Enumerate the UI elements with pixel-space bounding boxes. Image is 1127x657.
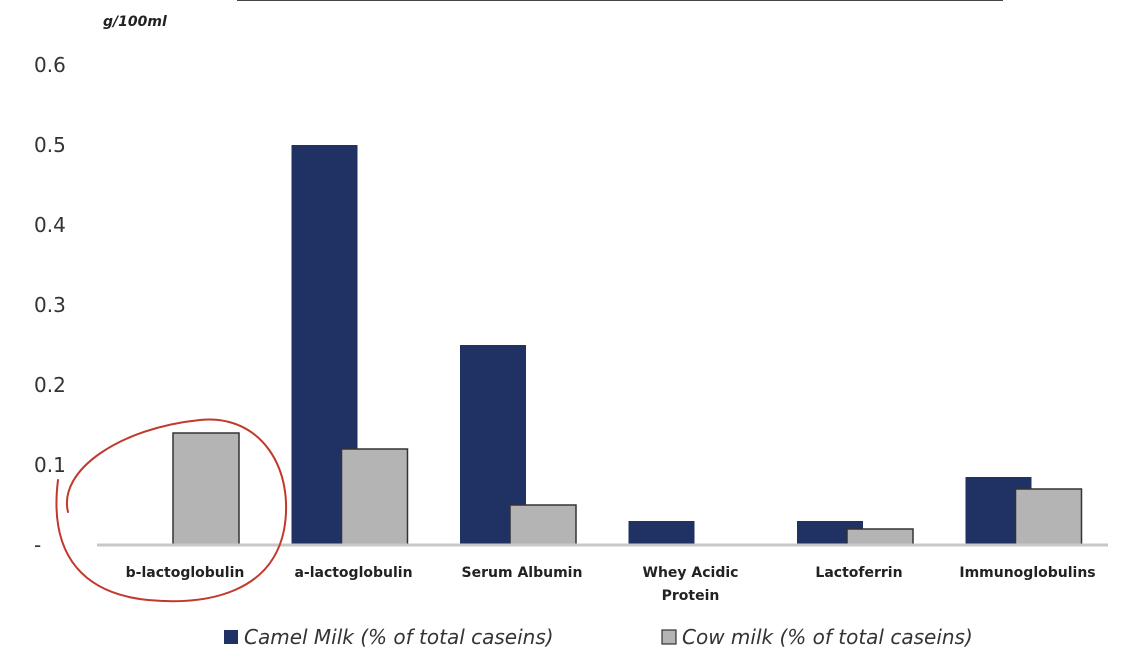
bar-cow [172,432,240,546]
y-tick-label: 0.6 [34,53,66,77]
bar-cow [509,504,577,546]
x-axis-labels: b-lactoglobulin a-lactoglobulin Serum Albu… [126,565,1096,604]
y-tick-label: 0.1 [34,453,66,477]
legend-swatch [224,630,238,644]
x-tick-label: Serum Albumin [462,565,583,581]
x-tick-label: a-lactoglobulin [294,565,412,581]
x-tick-label: Whey Acidic [643,565,739,581]
x-tick-label: Lactoferrin [815,565,902,581]
bar-cow [1014,488,1083,546]
y-tick-label: 0.3 [34,293,66,317]
x-tick-label: b-lactoglobulin [126,565,245,581]
y-tick-label: 0.2 [34,373,66,397]
bars [172,145,1083,546]
y-axis-unit-label: g/100ml [103,14,167,30]
legend-label: Camel Milk (% of total caseins) [244,625,554,649]
x-tick-label: Immunoglobulins [959,565,1095,581]
legend: Camel Milk (% of total caseins) Cow milk … [224,625,973,649]
y-tick-label: 0.5 [34,133,66,157]
bar-camel [628,521,695,545]
annotation-circle [55,418,288,603]
legend-swatch [661,629,677,645]
bar-cow [340,448,409,546]
annotation-stroke [55,418,288,603]
y-tick-label: 0.4 [34,213,66,237]
y-axis-ticks: - 0.1 0.2 0.3 0.4 0.5 0.6 [34,53,66,557]
x-tick-label: Protein [662,588,720,604]
legend-label: Cow milk (% of total caseins) [682,625,973,649]
bar-cow [846,528,914,546]
y-tick-label: - [34,533,41,557]
